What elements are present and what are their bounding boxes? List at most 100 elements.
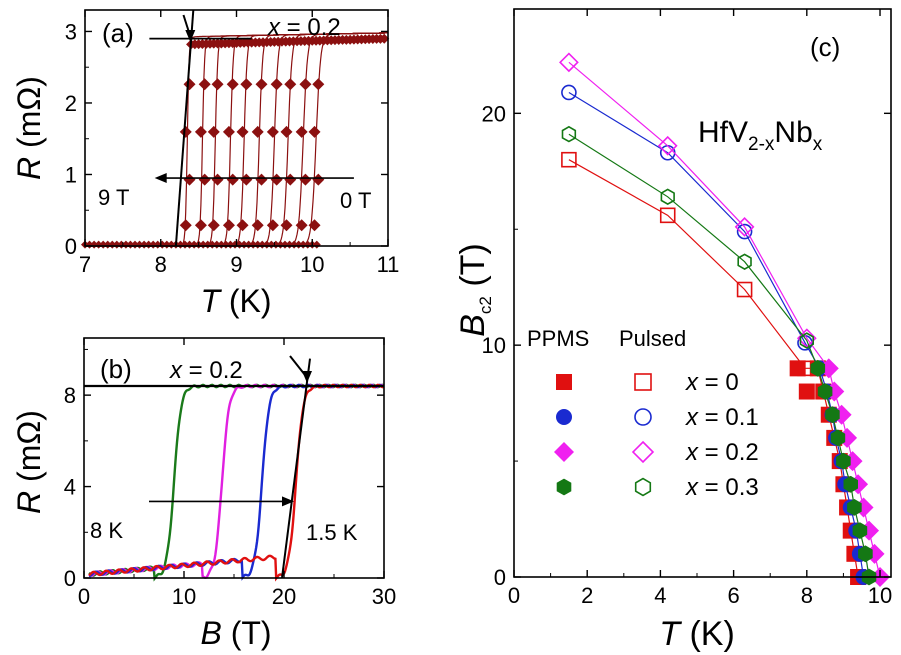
legend-marker-filled-0 [556,374,572,390]
xlabel-a: T (K) [200,283,271,319]
pulsed-point-3 [799,332,815,349]
legend-label-3: x = 0.3 [685,474,759,501]
compound-label: HfV2-xNbx [698,116,823,155]
marker-a [284,78,297,91]
ylabel-b: R (mΩ) [11,410,47,514]
legend-marker-open-0 [634,373,652,391]
marker-a [183,173,196,186]
legend-label-1: x = 0.1 [685,404,759,431]
b-xtick-label: 20 [272,584,296,609]
marker-a [312,173,325,186]
ppms-point-0 [798,383,815,400]
legend-header-pulsed: Pulsed [619,326,686,351]
curve-a-3 [85,32,388,247]
b-ytick-label: 4 [64,475,76,500]
composition-a: x = 0.2 [267,14,341,41]
b-xtick-label: 0 [78,584,90,609]
a-xtick-label: 10 [300,252,324,277]
curve-a-5 [85,32,388,247]
marker-a [198,173,211,186]
pulsed-point-2 [734,217,755,237]
marker-a [222,125,235,138]
curve-a-7 [85,32,388,247]
legend-marker-filled-3 [556,478,572,496]
xlabel-c: T (K) [659,615,735,653]
a-xtick-label: 9 [230,252,242,277]
legend-header-ppms: PPMS [527,326,589,351]
marker-a-base [312,240,321,249]
b-ytick-label: 8 [64,383,76,408]
marker-a [270,173,283,186]
curve-b-3 [88,383,384,582]
marker-a [299,78,312,91]
curve-a-0 [85,32,388,247]
marker-a [179,219,192,232]
plot-frame-c [513,8,892,578]
ppms-point-3 [817,383,833,400]
b-xtick-label: 10 [172,584,196,609]
c-ytick-label: 20 [482,101,506,126]
marker-a [280,125,293,138]
a-xtick-label: 11 [377,252,400,277]
c-ytick-label: 10 [482,333,506,358]
pulsed-point-1 [736,223,753,240]
xlabel-b: B (T) [200,615,271,651]
fit-line-a [174,9,195,247]
c-xtick-label: 6 [727,583,739,608]
curve-b-0 [88,383,384,582]
arrow-head-a-down [185,30,196,42]
legend-label-0: x = 0 [685,369,739,396]
marker-a [251,125,264,138]
curve-b-1 [88,383,385,579]
marker-a [240,173,253,186]
legend-marker-filled-1 [556,409,572,425]
fit-curve-c-1 [568,91,865,578]
pulsed-point-3 [737,253,752,271]
marker-a [226,173,239,186]
marker-a [295,125,308,138]
panel-label-c: (c) [810,32,840,62]
c-xtick-label: 4 [654,583,666,608]
marker-a [207,219,220,232]
ylabel-c: Bc2 (T) [454,243,495,337]
ppms-point-3 [858,545,873,563]
marker-a [236,125,249,138]
legend-marker-open-2 [631,440,655,464]
pulsed-point-3 [660,188,675,206]
pulsed-point-0 [736,281,753,298]
panel-label-a: (a) [102,18,134,48]
curve-b-2 [88,383,384,581]
temp-arrow-head-b [282,496,294,507]
pulsed-point-2 [657,135,678,156]
ppms-point-3 [847,499,862,516]
pulsed-point-2 [796,328,817,349]
curve-a-8 [85,32,388,247]
marker-a [183,78,196,91]
a-xtick-label: 8 [155,252,167,277]
marker-a [207,125,220,138]
arrow-head-b-down [302,371,312,383]
legend-marker-open-1 [634,408,652,426]
curve-a-2 [85,32,388,247]
label-0T: 0 T [340,188,371,213]
marker-a [255,78,268,91]
marker-a [240,78,253,91]
marker-a [236,219,249,232]
a-ytick-label: 1 [65,162,77,187]
marker-a [211,173,224,186]
a-ytick-label: 0 [65,234,77,259]
ylabel-a: R (mΩ) [11,76,47,180]
marker-a-plateau [379,33,390,44]
marker-a [226,78,239,91]
marker-a [284,173,297,186]
marker-a [198,78,211,91]
curve-a-6 [85,32,388,247]
legend-label-2: x = 0.2 [685,439,759,466]
pulsed-point-3 [561,125,577,143]
ppms-point-3 [843,475,858,493]
marker-a [194,125,207,138]
marker-a [251,219,264,232]
composition-b: x = 0.2 [169,357,243,384]
marker-a [179,125,192,138]
